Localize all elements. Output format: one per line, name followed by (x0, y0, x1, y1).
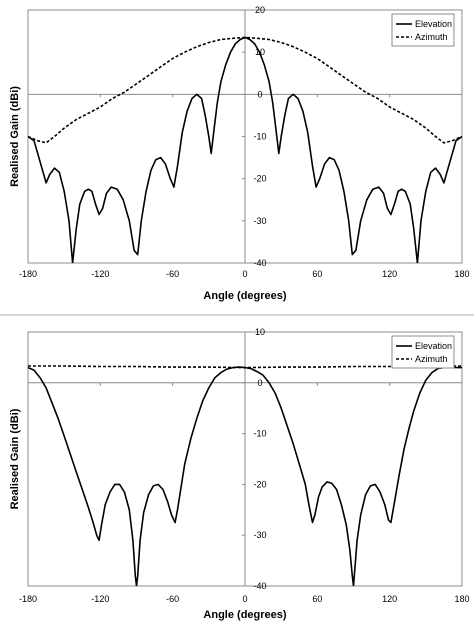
x-tick-label: -60 (166, 269, 179, 279)
y-tick-label: 0 (257, 89, 262, 99)
y-tick-label: 20 (255, 5, 265, 15)
x-tick-label: 60 (312, 594, 322, 604)
legend-label-azimuth: Azimuth (415, 354, 448, 364)
x-tick-label: 180 (454, 594, 469, 604)
panel-divider (0, 314, 474, 316)
series-line-azimuth (28, 36, 462, 144)
y-tick-label: -40 (253, 581, 266, 591)
y-tick-label: -10 (253, 132, 266, 142)
x-tick-label: 0 (242, 594, 247, 604)
y-axis-title: Realised Gain (dBi) (9, 86, 21, 187)
legend-box (391, 13, 455, 47)
y-tick-label: 0 (257, 378, 262, 388)
legend-label-elevation: Elevation (415, 341, 452, 351)
x-tick-label: 60 (312, 269, 322, 279)
legend-box (391, 335, 455, 369)
chart-top: -40 -30 -20 -10 0 10 20 -180 -120 -60 0 60 120 180 Ang… (0, 0, 474, 312)
x-tick-label: -180 (19, 594, 37, 604)
legend: Elevation Azimuth (391, 13, 455, 47)
y-tick-label: 10 (255, 327, 265, 337)
y-tick-label: -30 (253, 216, 266, 226)
x-tick-label: -120 (91, 594, 109, 604)
x-axis-title: Angle (degrees) (203, 290, 286, 302)
x-tick-label: -120 (91, 269, 109, 279)
x-tick-label: 120 (382, 269, 397, 279)
x-tick-label: -60 (166, 594, 179, 604)
x-tick-label: 0 (242, 269, 247, 279)
series-line-azimuth (28, 365, 462, 369)
y-tick-label: -40 (253, 258, 266, 268)
x-tick-label: -180 (19, 269, 37, 279)
legend: Elevation Azimuth (391, 335, 455, 369)
x-axis-title: Angle (degrees) (203, 609, 286, 621)
chart-bottom: -40 -30 -20 -10 0 10 -180 -120 -60 0 60 120 180 Angle… (0, 322, 474, 632)
legend-label-elevation: Elevation (415, 19, 452, 29)
y-tick-label: -20 (253, 479, 266, 489)
y-tick-label: -10 (253, 429, 266, 439)
x-tick-label: 120 (382, 594, 397, 604)
chart-bottom-svg: -40 -30 -20 -10 0 10 -180 -120 -60 0 60 120 180 Angle… (9, 327, 470, 621)
y-tick-label: -30 (253, 530, 266, 540)
y-tick-label: -20 (253, 174, 266, 184)
legend-label-azimuth: Azimuth (415, 32, 448, 42)
y-axis-title: Realised Gain (dBi) (9, 408, 21, 509)
x-tick-label: 180 (454, 269, 469, 279)
